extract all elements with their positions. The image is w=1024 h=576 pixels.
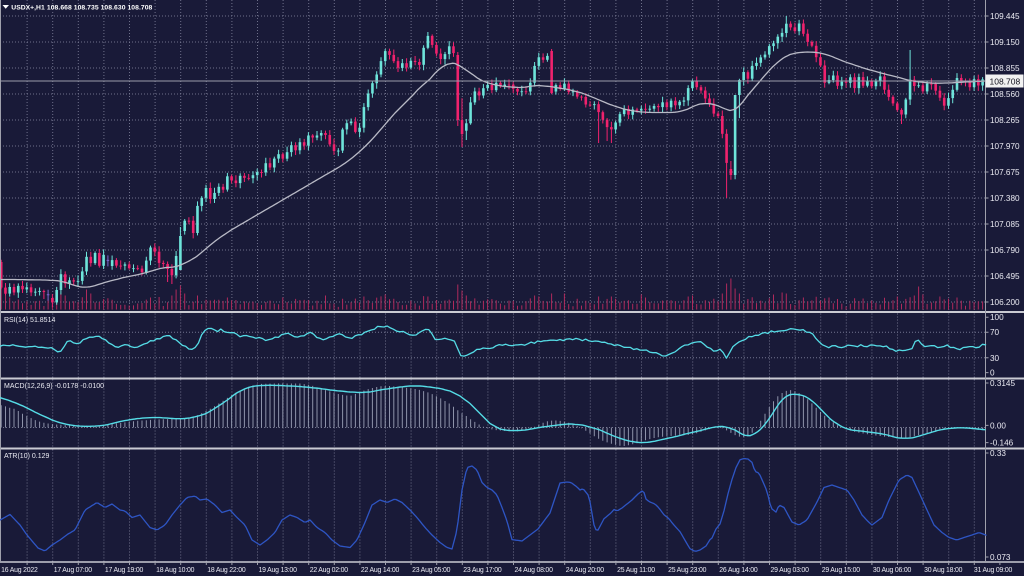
- svg-text:25 Aug 11:00: 25 Aug 11:00: [617, 567, 655, 574]
- svg-text:0: 0: [990, 369, 995, 378]
- svg-text:108.708: 108.708: [990, 77, 1021, 87]
- svg-text:18 Aug 10:00: 18 Aug 10:00: [156, 567, 195, 574]
- svg-text:30 Aug 06:00: 30 Aug 06:00: [873, 567, 912, 574]
- svg-text:26 Aug 14:00: 26 Aug 14:00: [719, 567, 758, 574]
- svg-text:107.380: 107.380: [990, 194, 1020, 203]
- svg-text:29 Aug 15:00: 29 Aug 15:00: [822, 567, 861, 574]
- svg-text:70: 70: [990, 328, 1000, 337]
- svg-text:24 Aug 08:00: 24 Aug 08:00: [514, 567, 553, 574]
- svg-text:30 Aug 18:00: 30 Aug 18:00: [924, 567, 963, 574]
- svg-text:31 Aug 09:00: 31 Aug 09:00: [974, 567, 1013, 574]
- svg-text:108.668 108.735 108.630 108.70: 108.668 108.735 108.630 108.708: [47, 5, 153, 12]
- svg-text:-0.146: -0.146: [990, 439, 1014, 448]
- svg-text:18 Aug 22:00: 18 Aug 22:00: [207, 567, 246, 574]
- svg-text:23 Aug 17:00: 23 Aug 17:00: [463, 567, 502, 574]
- svg-text:30: 30: [990, 354, 1000, 363]
- svg-text:106.495: 106.495: [990, 272, 1020, 281]
- svg-text:23 Aug 05:00: 23 Aug 05:00: [412, 567, 451, 574]
- svg-text:0.33: 0.33: [990, 449, 1006, 458]
- svg-text:19 Aug 13:00: 19 Aug 13:00: [258, 567, 297, 574]
- svg-text:108.560: 108.560: [990, 90, 1020, 99]
- svg-text:29 Aug 03:00: 29 Aug 03:00: [770, 567, 809, 574]
- svg-text:USDX+,H1: USDX+,H1: [11, 5, 45, 12]
- svg-text:100: 100: [990, 313, 1004, 322]
- svg-text:22 Aug 14:00: 22 Aug 14:00: [361, 567, 400, 574]
- svg-text:106.790: 106.790: [990, 246, 1020, 255]
- svg-text:108.855: 108.855: [990, 64, 1020, 73]
- svg-text:MACD(12,26,9) -0.0178 -0.0100: MACD(12,26,9) -0.0178 -0.0100: [4, 383, 104, 390]
- svg-text:0.073: 0.073: [990, 553, 1011, 562]
- svg-text:106.200: 106.200: [990, 298, 1020, 307]
- svg-text:107.970: 107.970: [990, 142, 1020, 151]
- svg-text:ATR(10) 0.129: ATR(10) 0.129: [4, 453, 49, 460]
- svg-text:16 Aug 2022: 16 Aug 2022: [1, 567, 38, 574]
- svg-text:0.3145: 0.3145: [990, 379, 1015, 388]
- svg-text:109.150: 109.150: [990, 38, 1020, 47]
- svg-text:24 Aug 20:00: 24 Aug 20:00: [566, 567, 605, 574]
- svg-text:107.085: 107.085: [990, 220, 1020, 229]
- svg-text:107.675: 107.675: [990, 168, 1020, 177]
- svg-text:108.265: 108.265: [990, 116, 1020, 125]
- svg-text:22 Aug 02:00: 22 Aug 02:00: [310, 567, 349, 574]
- svg-text:109.445: 109.445: [990, 12, 1020, 21]
- svg-text:RSI(14) 51.8514: RSI(14) 51.8514: [4, 317, 55, 324]
- svg-text:17 Aug 07:00: 17 Aug 07:00: [54, 567, 93, 574]
- svg-text:17 Aug 19:00: 17 Aug 19:00: [105, 567, 144, 574]
- svg-text:0.00: 0.00: [990, 421, 1006, 430]
- svg-text:25 Aug 23:00: 25 Aug 23:00: [668, 567, 707, 574]
